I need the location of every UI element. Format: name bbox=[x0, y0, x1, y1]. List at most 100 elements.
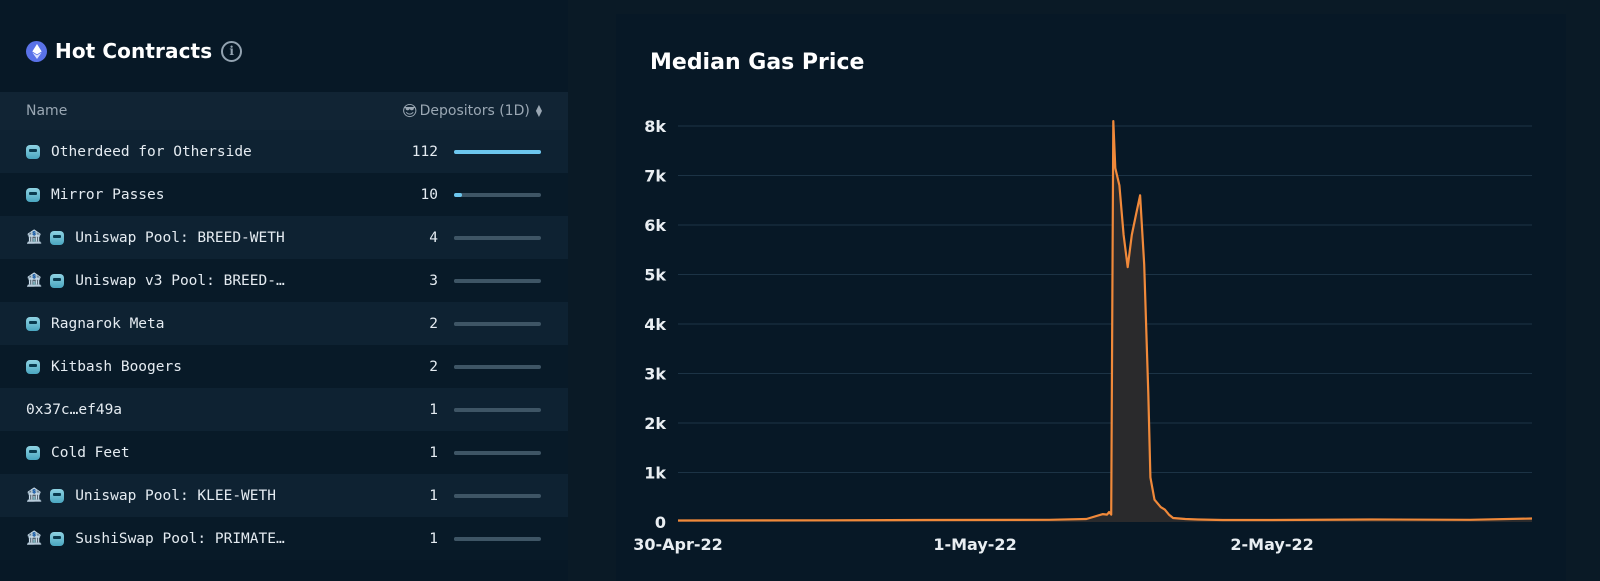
contract-name: 0x37c…ef49a bbox=[26, 401, 123, 418]
contract-name: Kitbash Boogers bbox=[51, 358, 182, 375]
table-row[interactable]: Mirror Passes 10 bbox=[0, 173, 568, 216]
depositor-bar-fill bbox=[454, 149, 541, 154]
contract-name-cell[interactable]: Ragnarok Meta bbox=[26, 316, 165, 332]
contract-name: Mirror Passes bbox=[51, 186, 165, 203]
contract-name-cell[interactable]: Cold Feet bbox=[26, 445, 130, 461]
panel-title: Hot Contracts bbox=[55, 39, 213, 63]
depositor-count: 1 bbox=[429, 530, 438, 547]
depositor-count: 1 bbox=[429, 401, 438, 418]
depositor-bar bbox=[454, 450, 541, 455]
contract-name: Otherdeed for Otherside bbox=[51, 143, 252, 160]
contract-name-cell[interactable]: 🏦 Uniswap Pool: BREED-WETH bbox=[26, 230, 285, 246]
contract-name: Uniswap Pool: BREED-WETH bbox=[75, 229, 285, 246]
table-header: Name 😎 Depositors (1D) ▲ ▼ bbox=[0, 92, 568, 130]
ethereum-icon bbox=[26, 40, 47, 62]
table-row[interactable]: 🏦 Uniswap Pool: KLEE-WETH 1 bbox=[0, 474, 568, 517]
pool-icon: 🏦 bbox=[26, 230, 43, 245]
contract-name: SushiSwap Pool: PRIMATE… bbox=[75, 530, 285, 547]
depositor-bar bbox=[454, 278, 541, 283]
depositor-bar-fill bbox=[454, 493, 458, 498]
y-tick-label: 5k bbox=[644, 266, 666, 285]
pool-icon: 🏦 bbox=[26, 273, 43, 288]
depositor-bar-fill bbox=[454, 407, 458, 412]
depositor-count: 2 bbox=[429, 315, 438, 332]
table-row[interactable]: 🏦 SushiSwap Pool: PRIMATE… 1 bbox=[0, 517, 568, 560]
contract-name-cell[interactable]: Mirror Passes bbox=[26, 187, 165, 203]
y-tick-label: 1k bbox=[644, 464, 666, 483]
table-row[interactable]: 0x37c…ef49a 1 bbox=[0, 388, 568, 431]
nft-collection-icon bbox=[26, 144, 40, 159]
table-row[interactable]: Cold Feet 1 bbox=[0, 431, 568, 474]
sort-icon[interactable]: ▲ ▼ bbox=[535, 103, 542, 118]
nft-collection-icon bbox=[26, 316, 40, 331]
column-header-depositors[interactable]: 😎 Depositors (1D) ▲ ▼ bbox=[402, 102, 542, 120]
table-row[interactable]: 🏦 Uniswap Pool: BREED-WETH 4 bbox=[0, 216, 568, 259]
contract-name-cell[interactable]: Otherdeed for Otherside bbox=[26, 144, 252, 160]
y-tick-label: 6k bbox=[644, 216, 666, 235]
depositor-bar-fill bbox=[454, 321, 458, 326]
y-tick-label: 8k bbox=[644, 117, 666, 136]
hot-contracts-table: Name 😎 Depositors (1D) ▲ ▼ Otherdeed for … bbox=[0, 92, 568, 560]
depositor-bar-fill bbox=[454, 278, 458, 283]
y-tick-label: 2k bbox=[644, 414, 666, 433]
nft-collection-icon bbox=[50, 230, 65, 245]
nft-collection-icon bbox=[50, 531, 65, 546]
depositor-count: 1 bbox=[429, 487, 438, 504]
chart-title: Median Gas Price bbox=[650, 50, 865, 75]
contract-name: Cold Feet bbox=[51, 444, 130, 461]
depositor-bar bbox=[454, 321, 541, 326]
pool-icon: 🏦 bbox=[26, 531, 43, 546]
contract-name-cell[interactable]: 🏦 Uniswap v3 Pool: BREED-… bbox=[26, 273, 285, 289]
series-line bbox=[677, 120, 1533, 522]
series-area bbox=[678, 121, 1532, 522]
depositor-count: 1 bbox=[429, 444, 438, 461]
y-tick-label: 4k bbox=[644, 315, 666, 334]
depositor-count: 112 bbox=[411, 143, 438, 160]
table-row[interactable]: Kitbash Boogers 2 bbox=[0, 345, 568, 388]
x-tick-label: 2-May-22 bbox=[1230, 535, 1313, 554]
table-row[interactable]: Ragnarok Meta 2 bbox=[0, 302, 568, 345]
depositor-bar bbox=[454, 149, 541, 154]
nft-collection-icon bbox=[26, 359, 40, 374]
pool-icon: 🏦 bbox=[26, 488, 43, 503]
depositor-bar bbox=[454, 235, 541, 240]
nft-collection-icon bbox=[26, 187, 40, 202]
y-tick-label: 7k bbox=[644, 167, 666, 186]
contract-name-cell[interactable]: 0x37c…ef49a bbox=[26, 402, 122, 418]
depositor-bar-fill bbox=[454, 536, 458, 541]
depositor-count: 3 bbox=[429, 272, 438, 289]
nft-collection-icon bbox=[26, 445, 40, 460]
nft-collection-icon bbox=[50, 273, 65, 288]
depositor-bar-fill bbox=[454, 364, 458, 369]
depositor-bar bbox=[454, 493, 541, 498]
depositor-bar-fill bbox=[454, 235, 458, 240]
gas-chart-panel: Median Gas Price 0 1k 2k 3k 4k 5k 6k 7k 8k 30-Apr… bbox=[616, 14, 1566, 581]
sunglasses-emoji-icon: 😎 bbox=[402, 102, 418, 120]
hot-contracts-panel: Hot Contracts i Name 😎 Depositors (1D) ▲… bbox=[0, 0, 568, 581]
x-tick-label: 1-May-22 bbox=[933, 535, 1016, 554]
table-row[interactable]: 🏦 Uniswap v3 Pool: BREED-… 3 bbox=[0, 259, 568, 302]
contract-name: Uniswap Pool: KLEE-WETH bbox=[75, 487, 276, 504]
contract-name-cell[interactable]: 🏦 SushiSwap Pool: PRIMATE… bbox=[26, 531, 285, 547]
info-icon[interactable]: i bbox=[221, 40, 243, 62]
depositor-bar-fill bbox=[454, 192, 462, 197]
depositors-label: Depositors (1D) bbox=[419, 103, 530, 119]
depositor-bar bbox=[454, 536, 541, 541]
depositor-bar bbox=[454, 407, 541, 412]
gas-price-chart: 0 1k 2k 3k 4k 5k 6k 7k 8k 30-Apr-22 1-May-22 2-May-… bbox=[633, 117, 1533, 554]
contract-name-cell[interactable]: 🏦 Uniswap Pool: KLEE-WETH bbox=[26, 488, 276, 504]
depositor-count: 10 bbox=[420, 186, 438, 203]
depositor-count: 4 bbox=[429, 229, 438, 246]
y-tick-label: 0 bbox=[655, 513, 666, 532]
hot-contracts-header: Hot Contracts i bbox=[26, 38, 243, 64]
depositor-bar bbox=[454, 364, 541, 369]
column-header-name[interactable]: Name bbox=[26, 103, 68, 119]
table-body: Otherdeed for Otherside 112 Mirror Passes 1… bbox=[0, 130, 568, 560]
contract-name-cell[interactable]: Kitbash Boogers bbox=[26, 359, 182, 375]
y-tick-label: 3k bbox=[644, 365, 666, 384]
depositor-count: 2 bbox=[429, 358, 438, 375]
table-row[interactable]: Otherdeed for Otherside 112 bbox=[0, 130, 568, 173]
contract-name: Uniswap v3 Pool: BREED-… bbox=[75, 272, 285, 289]
x-tick-label: 30-Apr-22 bbox=[633, 535, 723, 554]
depositor-bar-fill bbox=[454, 450, 458, 455]
